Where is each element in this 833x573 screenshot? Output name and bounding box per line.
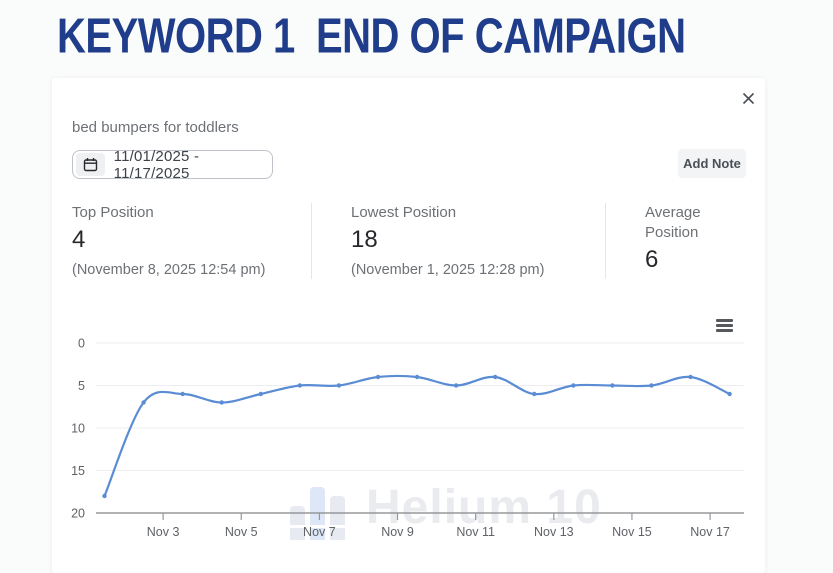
svg-text:Nov 13: Nov 13 bbox=[534, 525, 574, 539]
stat-average-position: Average Position 6 bbox=[645, 203, 731, 274]
date-range-picker[interactable]: 11/01/2025 - 11/17/2025 bbox=[72, 147, 273, 182]
svg-text:Nov 7: Nov 7 bbox=[303, 525, 336, 539]
logo-bar bbox=[290, 528, 305, 540]
logo-bar bbox=[290, 506, 305, 525]
logo-bar bbox=[310, 528, 325, 540]
stats-divider bbox=[311, 203, 312, 279]
close-button[interactable] bbox=[737, 90, 759, 112]
stats-row: Top Position 4 (November 8, 2025 12:54 p… bbox=[52, 203, 765, 283]
add-note-button[interactable]: Add Note bbox=[678, 149, 746, 178]
hamburger-menu-icon bbox=[716, 319, 733, 322]
position-chart-svg: 0 5 10 15 20 Nov 3 Nov 5 Nov 7 Nov 9 Nov 11 Nov 13… bbox=[71, 337, 744, 539]
svg-text:Nov 15: Nov 15 bbox=[612, 525, 652, 539]
date-range-value: 11/01/2025 - 11/17/2025 bbox=[113, 147, 200, 182]
stat-value: 4 bbox=[72, 226, 86, 253]
svg-text:10: 10 bbox=[71, 422, 85, 436]
hamburger-menu-icon bbox=[716, 328, 733, 332]
stat-lowest-position: Lowest Position 18 (November 1, 2025 12:… bbox=[351, 203, 544, 278]
svg-text:0: 0 bbox=[78, 337, 85, 351]
stat-label: Top Position bbox=[72, 204, 154, 221]
svg-text:Nov 5: Nov 5 bbox=[225, 525, 258, 539]
svg-text:15: 15 bbox=[71, 464, 85, 478]
stat-caption: (November 8, 2025 12:54 pm) bbox=[72, 262, 266, 278]
calendar-icon bbox=[76, 153, 105, 176]
keyword-tracker-panel: bed bumpers for toddlers 11/01/2025 - 11… bbox=[52, 78, 765, 573]
hamburger-menu-icon bbox=[716, 323, 733, 327]
svg-text:20: 20 bbox=[71, 507, 85, 521]
svg-text:Nov 9: Nov 9 bbox=[381, 525, 414, 539]
stat-caption: (November 1, 2025 12:28 pm) bbox=[351, 262, 545, 278]
svg-text:Nov 11: Nov 11 bbox=[456, 525, 495, 539]
svg-text:Nov 3: Nov 3 bbox=[147, 525, 180, 539]
watermark-text: Helium 10 bbox=[366, 481, 602, 534]
chart-menu-button[interactable] bbox=[716, 319, 735, 335]
stat-label: Average Position bbox=[645, 204, 701, 241]
stats-divider bbox=[605, 203, 606, 279]
svg-text:Nov 17: Nov 17 bbox=[690, 525, 730, 539]
stat-value: 18 bbox=[351, 226, 378, 253]
logo-bar bbox=[330, 496, 345, 525]
logo-bar bbox=[330, 528, 345, 540]
stat-label: Lowest Position bbox=[351, 204, 457, 221]
keyword-label: bed bumpers for toddlers bbox=[72, 119, 239, 136]
page-title: KEYWORD 1 END OF CAMPAIGN bbox=[57, 10, 686, 64]
svg-text:5: 5 bbox=[78, 379, 85, 393]
helium10-bars-logo-icon bbox=[290, 481, 348, 540]
position-chart: 0 5 10 15 20 Nov 3 Nov 5 Nov 7 Nov 9 Nov 11 Nov 13… bbox=[55, 315, 765, 545]
logo-bar bbox=[310, 487, 325, 525]
stat-value: 6 bbox=[645, 246, 659, 273]
close-icon bbox=[742, 92, 755, 110]
helium10-watermark: Helium 10 bbox=[290, 481, 602, 540]
stat-top-position: Top Position 4 (November 8, 2025 12:54 p… bbox=[72, 203, 265, 278]
